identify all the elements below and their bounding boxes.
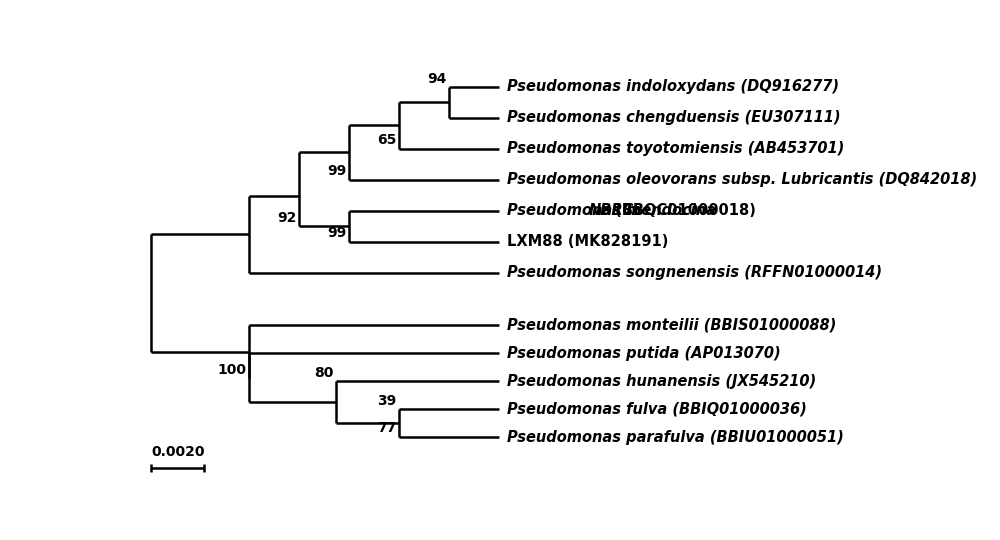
Text: Pseudomonas monteilii (BBIS01000088): Pseudomonas monteilii (BBIS01000088) — [507, 318, 836, 333]
Text: 0.0020: 0.0020 — [151, 445, 204, 459]
Text: Pseudomonas indoloxydans (DQ916277): Pseudomonas indoloxydans (DQ916277) — [507, 79, 839, 94]
Text: Pseudomonas parafulva (BBIU01000051): Pseudomonas parafulva (BBIU01000051) — [507, 430, 844, 444]
Text: Pseudomonas toyotomiensis (AB453701): Pseudomonas toyotomiensis (AB453701) — [507, 141, 844, 156]
Text: 99: 99 — [327, 226, 346, 240]
Text: Pseudomonas mendocina: Pseudomonas mendocina — [507, 203, 721, 218]
Text: 94: 94 — [427, 72, 447, 86]
Text: 80: 80 — [314, 366, 333, 380]
Text: NBRC: NBRC — [589, 203, 634, 218]
Text: Pseudomonas hunanensis (JX545210): Pseudomonas hunanensis (JX545210) — [507, 374, 816, 389]
Text: Pseudomonas fulva (BBIQ01000036): Pseudomonas fulva (BBIQ01000036) — [507, 402, 807, 417]
Text: Pseudomonas oleovorans subsp. Lubricantis (DQ842018): Pseudomonas oleovorans subsp. Lubricanti… — [507, 172, 977, 187]
Text: LXM88 (MK828191): LXM88 (MK828191) — [507, 234, 669, 249]
Text: 65: 65 — [377, 133, 397, 147]
Text: 92: 92 — [277, 211, 296, 225]
Text: (BBQC01000018): (BBQC01000018) — [610, 203, 756, 218]
Text: 77: 77 — [377, 421, 397, 435]
Text: 99: 99 — [327, 164, 346, 178]
Text: Pseudomonas chengduensis (EU307111): Pseudomonas chengduensis (EU307111) — [507, 110, 841, 125]
Text: 100: 100 — [217, 363, 246, 377]
Text: 39: 39 — [377, 394, 397, 408]
Text: Pseudomonas songnenensis (RFFN01000014): Pseudomonas songnenensis (RFFN01000014) — [507, 265, 882, 280]
Text: Pseudomonas putida (AP013070): Pseudomonas putida (AP013070) — [507, 346, 781, 361]
